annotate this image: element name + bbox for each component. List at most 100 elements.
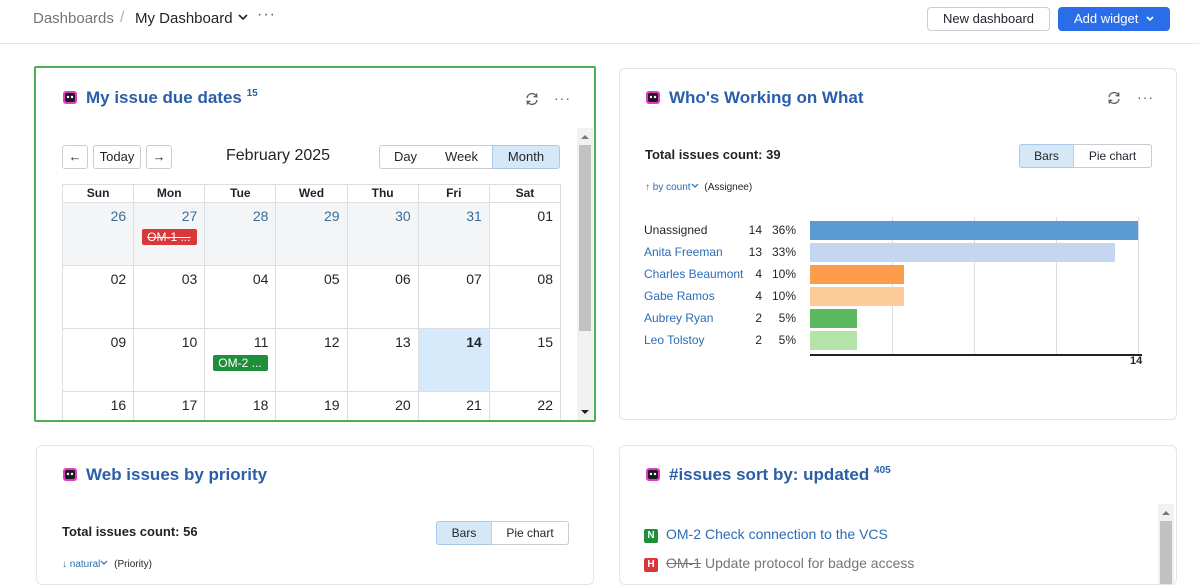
calendar-day[interactable]: 16	[63, 392, 135, 420]
assignee-name[interactable]: Charles Beaumont	[644, 267, 744, 281]
widget-title-text: My issue due dates	[86, 88, 242, 107]
chevron-down-icon[interactable]	[238, 13, 248, 21]
day-number: 13	[395, 334, 411, 350]
issue-list-scrollbar[interactable]	[1158, 504, 1174, 584]
day-number: 28	[252, 208, 269, 224]
calendar-prev-button[interactable]: ←	[62, 145, 88, 169]
issue-row[interactable]: H OM-1 Update protocol for badge access	[644, 555, 914, 573]
scroll-down-arrow-icon[interactable]	[580, 408, 590, 416]
day-number: 22	[537, 397, 553, 413]
widget-title[interactable]: Web issues by priority	[86, 465, 268, 484]
calendar-week-row: 26 27 OM-1 ... 28 29 30 31 01	[63, 203, 561, 266]
assignee-name[interactable]: Gabe Ramos	[644, 289, 715, 303]
calendar-day[interactable]: 06	[347, 266, 419, 329]
assignee-name[interactable]: Leo Tolstoy	[644, 333, 705, 347]
chevron-down-icon[interactable]	[100, 560, 108, 566]
bar-percent: 36%	[771, 223, 796, 237]
calendar-day[interactable]: 19	[276, 392, 348, 420]
calendar-day[interactable]: 30	[347, 203, 419, 266]
calendar-day[interactable]: 27 OM-1 ...	[134, 203, 206, 266]
widget-title[interactable]: Who's Working on What	[669, 88, 864, 107]
calendar-day[interactable]: 03	[134, 266, 206, 329]
view-week-button[interactable]: Week	[431, 145, 493, 169]
calendar-today-button[interactable]: Today	[93, 145, 141, 169]
scroll-up-arrow-icon[interactable]	[580, 133, 590, 141]
bar-charles-beaumont[interactable]	[810, 265, 904, 284]
calendar-event[interactable]: OM-2 ...	[213, 355, 269, 371]
issue-summary-link[interactable]: Update protocol for badge access	[705, 555, 915, 571]
calendar-day[interactable]: 01	[489, 203, 561, 266]
new-dashboard-button[interactable]: New dashboard	[927, 7, 1050, 31]
bar-count: 4	[755, 289, 762, 303]
chevron-down-icon[interactable]	[691, 183, 699, 189]
refresh-icon[interactable]	[524, 91, 540, 107]
breadcrumb-dashboards[interactable]: Dashboards	[33, 10, 114, 27]
dashboard-more-menu-icon[interactable]: ···	[257, 6, 276, 23]
day-number: 04	[252, 271, 269, 287]
calendar-day[interactable]: 21	[419, 392, 490, 420]
calendar-day[interactable]: 09	[63, 329, 135, 392]
bars-toggle[interactable]: Bars	[436, 521, 492, 545]
day-number: 27	[181, 208, 198, 224]
scrollbar-thumb[interactable]	[579, 145, 591, 331]
scrollbar-thumb[interactable]	[1160, 521, 1172, 584]
sort-by-link[interactable]: ↑ by count	[645, 182, 691, 193]
widget-title[interactable]: #issues sort by: updated 405	[669, 465, 891, 485]
calendar-day[interactable]: 08	[489, 266, 561, 329]
calendar-scrollbar[interactable]	[577, 128, 593, 420]
calendar-day[interactable]: 11 OM-2 ...	[205, 329, 277, 392]
widget-bot-icon	[646, 91, 660, 104]
bar-leo-tolstoy[interactable]	[810, 331, 857, 350]
calendar-day[interactable]: 26	[63, 203, 135, 266]
weekday-label: Sat	[489, 185, 561, 203]
scroll-up-arrow-icon[interactable]	[1161, 509, 1171, 517]
calendar-day[interactable]: 15	[489, 329, 561, 392]
issue-id-link[interactable]: OM-2	[666, 526, 701, 542]
refresh-icon[interactable]	[1106, 90, 1122, 106]
calendar-day[interactable]: 18	[205, 392, 277, 420]
issue-row[interactable]: N OM-2 Check connection to the VCS	[644, 526, 888, 544]
add-widget-button[interactable]: Add widget	[1058, 7, 1170, 31]
calendar-day[interactable]: 31	[418, 203, 490, 266]
calendar-day[interactable]: 22	[490, 392, 561, 420]
issue-id-link[interactable]: OM-1	[666, 555, 701, 571]
calendar-day[interactable]: 13	[347, 329, 419, 392]
calendar-day[interactable]: 28	[205, 203, 277, 266]
bar-unassigned[interactable]	[810, 221, 1138, 240]
bar-anita-freeman[interactable]	[810, 243, 1115, 262]
issue-summary-link[interactable]: Check connection to the VCS	[705, 526, 888, 542]
weekday-label: Tue	[205, 185, 277, 203]
calendar-day[interactable]: 05	[276, 266, 348, 329]
bars-toggle[interactable]: Bars	[1019, 144, 1074, 168]
widget-title[interactable]: My issue due dates 15	[86, 88, 258, 108]
calendar-month-title: February 2025	[226, 147, 331, 164]
calendar-day[interactable]: 20	[348, 392, 419, 420]
bar-aubrey-ryan[interactable]	[810, 309, 857, 328]
widget-more-icon[interactable]: ···	[1137, 89, 1154, 105]
weekday-label: Wed	[276, 185, 348, 203]
bar-gabe-ramos[interactable]	[810, 287, 904, 306]
sort-by-link[interactable]: ↓ natural	[62, 559, 101, 570]
calendar-day[interactable]: 02	[63, 266, 135, 329]
widget-web-issues-by-priority: Web issues by priority Total issues coun…	[36, 445, 594, 585]
calendar-day[interactable]: 29	[276, 203, 348, 266]
calendar-day[interactable]: 10	[134, 329, 206, 392]
calendar-day[interactable]: 07	[418, 266, 490, 329]
top-bar: Dashboards / My Dashboard ··· New dashbo…	[0, 0, 1199, 44]
calendar-next-button[interactable]: →	[146, 145, 172, 169]
assignee-name[interactable]: Aubrey Ryan	[644, 311, 714, 325]
calendar-day-today[interactable]: 14	[418, 329, 490, 392]
pie-chart-toggle[interactable]: Pie chart	[491, 521, 569, 545]
view-day-button[interactable]: Day	[379, 145, 432, 169]
calendar-day[interactable]: 17	[134, 392, 206, 420]
breadcrumb-current-dashboard[interactable]: My Dashboard	[135, 10, 233, 27]
calendar-event[interactable]: OM-1 ...	[142, 229, 198, 245]
assignee-name[interactable]: Anita Freeman	[644, 245, 723, 259]
pie-chart-toggle[interactable]: Pie chart	[1073, 144, 1152, 168]
calendar-day[interactable]: 12	[276, 329, 348, 392]
day-number: 11	[253, 334, 269, 350]
widget-more-icon[interactable]: ···	[554, 90, 571, 106]
view-month-button[interactable]: Month	[492, 145, 560, 169]
calendar-day[interactable]: 04	[205, 266, 277, 329]
widget-issues-sorted-by-updated: #issues sort by: updated 405 N OM-2 Check …	[619, 445, 1177, 585]
